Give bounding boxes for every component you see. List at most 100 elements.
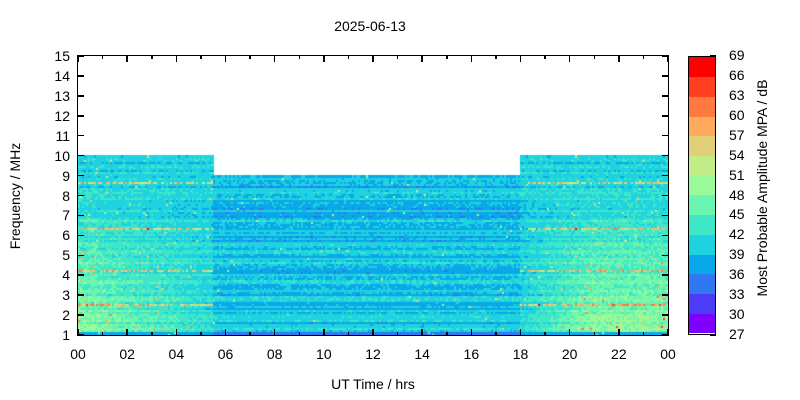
- x-tick-top: [618, 56, 620, 62]
- x-tick-label: 18: [512, 346, 529, 362]
- colorbar-tick-label: 45: [729, 206, 745, 223]
- x-minor-tick: [347, 332, 350, 335]
- x-tick-top: [175, 56, 178, 62]
- y-tick: [78, 115, 84, 117]
- x-minor-tick: [544, 332, 546, 335]
- x-minor-tick: [396, 332, 399, 335]
- x-tick-top: [372, 56, 374, 62]
- x-tick: [470, 329, 473, 335]
- x-minor-tick-top: [446, 56, 448, 59]
- colorbar-tick-label: 27: [729, 326, 745, 342]
- x-tick: [273, 329, 276, 335]
- x-minor-tick-top: [396, 56, 399, 59]
- colorbar-tick-label: 66: [729, 66, 745, 83]
- colorbar-tick-label: 60: [729, 106, 745, 123]
- y-tick-right: [662, 115, 668, 117]
- x-minor-tick-top: [249, 56, 251, 59]
- y-tick-label: 2: [62, 307, 70, 324]
- colorbar-tick-label: 39: [729, 246, 745, 263]
- y-tick: [78, 55, 84, 57]
- y-tick-label: 14: [54, 67, 70, 84]
- y-tick: [78, 254, 84, 257]
- y-tick-label: 11: [55, 127, 70, 144]
- y-tick-right: [662, 194, 668, 197]
- y-tick-label: 3: [62, 287, 70, 304]
- x-tick-label: 14: [414, 346, 430, 362]
- colorbar-segment: [689, 195, 715, 216]
- colorbar-tick-label: 48: [729, 186, 745, 203]
- y-tick: [78, 234, 84, 237]
- colorbar-tick-label: 36: [729, 266, 745, 283]
- colorbar-segment: [689, 175, 715, 196]
- y-tick-label: 7: [62, 207, 70, 224]
- x-tick-top: [323, 56, 325, 62]
- y-tick-label: 15: [54, 48, 70, 64]
- x-tick-top: [667, 56, 669, 62]
- x-tick: [372, 329, 374, 335]
- y-tick-right: [662, 75, 668, 77]
- x-minor-tick-top: [495, 56, 497, 59]
- y-tick-right: [662, 294, 668, 296]
- x-tick: [421, 329, 423, 335]
- y-tick-label: 10: [54, 147, 70, 164]
- x-minor-tick-top: [544, 56, 546, 59]
- colorbar-segment: [689, 76, 715, 97]
- colorbar-tick-label: 30: [729, 306, 745, 323]
- x-minor-tick: [593, 332, 595, 335]
- y-tick: [78, 194, 84, 197]
- x-tick-label: 10: [316, 346, 332, 362]
- x-minor-tick-top: [347, 56, 350, 59]
- colorbar-tick-label: 42: [729, 226, 745, 243]
- x-minor-tick: [249, 332, 251, 335]
- spectrogram-heatmap: [78, 56, 668, 335]
- y-tick-right: [662, 154, 668, 157]
- x-tick-label: 08: [266, 346, 283, 362]
- x-tick-label: 20: [561, 346, 578, 362]
- y-tick: [78, 95, 84, 97]
- colorbar-segment: [689, 293, 715, 314]
- colorbar-tick: [710, 334, 716, 336]
- y-tick-right: [662, 214, 668, 217]
- y-tick-right: [662, 55, 668, 57]
- x-tick: [519, 329, 522, 335]
- x-tick-label: 02: [119, 346, 135, 362]
- colorbar-label: Most Probable Amplitude MPA / dB: [754, 79, 770, 297]
- x-tick-top: [224, 56, 227, 62]
- x-tick: [77, 329, 79, 335]
- y-tick-label: 12: [54, 107, 70, 124]
- y-tick: [78, 294, 84, 296]
- y-tick: [78, 134, 84, 137]
- colorbar-segment: [689, 96, 715, 117]
- x-tick: [126, 329, 128, 335]
- y-axis-label: Frequency / MHz: [7, 142, 23, 250]
- x-tick-label: 22: [611, 346, 627, 362]
- y-tick: [78, 314, 84, 316]
- x-tick: [667, 329, 669, 335]
- y-tick-right: [662, 274, 668, 276]
- colorbar-segment: [689, 254, 715, 275]
- colorbar-segment: [689, 57, 715, 78]
- y-tick: [78, 174, 84, 177]
- colorbar-segment: [689, 214, 715, 235]
- colorbar-tick-label: 51: [729, 166, 745, 183]
- x-minor-tick-top: [101, 56, 104, 59]
- y-tick: [78, 75, 84, 77]
- y-tick-right: [662, 234, 668, 237]
- x-axis-label: UT Time / hrs: [331, 376, 415, 392]
- x-minor-tick-top: [642, 56, 645, 59]
- x-tick-label: 00: [660, 346, 676, 362]
- x-tick: [323, 329, 325, 335]
- x-minor-tick: [446, 332, 448, 335]
- x-tick-top: [273, 56, 276, 62]
- y-tick: [78, 154, 84, 157]
- x-minor-tick-top: [151, 56, 153, 59]
- x-tick-label: 16: [463, 346, 480, 362]
- x-tick-label: 00: [70, 346, 86, 362]
- y-tick-right: [662, 134, 668, 137]
- x-tick-top: [568, 56, 571, 62]
- x-tick-top: [421, 56, 423, 62]
- y-tick: [78, 214, 84, 217]
- y-tick-right: [662, 254, 668, 257]
- colorbar-tick-label: 63: [729, 86, 745, 103]
